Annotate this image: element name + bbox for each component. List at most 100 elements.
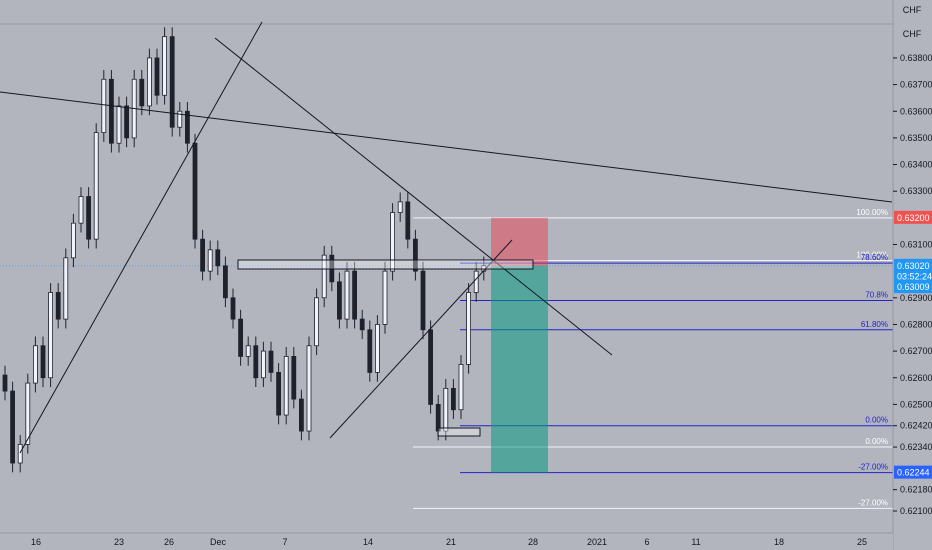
price-tag-label: 0.63200 xyxy=(897,213,930,223)
price-tag-bg xyxy=(894,465,932,479)
price-tag: 0.63020 xyxy=(894,258,932,272)
x-tick-label: 26 xyxy=(164,537,174,547)
candle-body xyxy=(63,257,69,320)
trendline-long-resistance[interactable] xyxy=(0,91,893,203)
candle-body xyxy=(2,374,8,392)
price-tag-label: 0.63009 xyxy=(897,282,930,292)
candle-body xyxy=(443,388,449,432)
candle-body xyxy=(314,297,320,347)
candle-body xyxy=(329,254,335,283)
y-tick-label: 0.62420 xyxy=(900,421,932,431)
candle-body xyxy=(40,345,46,379)
candle-body xyxy=(222,265,228,299)
candle-body xyxy=(352,270,358,320)
fib-level-label: 78.60% xyxy=(861,253,888,262)
candle-body xyxy=(184,110,190,144)
price-tag: 0.63200 xyxy=(894,210,932,224)
candle-body xyxy=(405,201,411,240)
price-tag-label: 0.63020 xyxy=(897,261,930,271)
y-tick-label: 0.62800 xyxy=(900,319,932,329)
trendlines[interactable] xyxy=(0,21,893,454)
candle-body xyxy=(268,350,274,373)
currency-label-secondary: CHF xyxy=(903,29,922,39)
price-tag-bg xyxy=(894,210,932,224)
price-tag-bg xyxy=(894,280,932,294)
x-tick-label: 18 xyxy=(774,537,784,547)
candle-body xyxy=(139,78,145,107)
candle-body xyxy=(260,350,266,379)
y-tick-label: 0.62180 xyxy=(900,485,932,495)
candle-body xyxy=(306,345,312,432)
trendline-rising-mid[interactable] xyxy=(329,239,513,439)
fib-level-label: -27.00% xyxy=(858,498,888,507)
candle-body xyxy=(154,57,160,96)
x-tick-label: 21 xyxy=(446,537,456,547)
candle-body xyxy=(390,212,396,272)
y-tick-label: 0.62100 xyxy=(900,506,932,516)
candle-body xyxy=(230,297,236,320)
fib-level-label: 0.00% xyxy=(865,437,888,446)
candle-body xyxy=(276,372,282,416)
candle-body xyxy=(93,132,99,240)
time-axis[interactable]: 16 23 26 Dec 7 14 21 28 2021 6 11 18 25 xyxy=(0,532,893,550)
candle-body xyxy=(33,345,38,384)
candle-body xyxy=(116,105,122,144)
candle-body xyxy=(344,270,350,320)
candle-body xyxy=(412,238,418,272)
price-tag: 0.62244 xyxy=(894,465,932,479)
candle-body xyxy=(146,57,152,107)
y-tick-label: 0.62500 xyxy=(900,399,932,409)
candle-body xyxy=(124,105,129,139)
candle-body xyxy=(336,281,342,320)
candle-body xyxy=(109,78,114,144)
candle-body xyxy=(238,318,244,357)
y-tick-label: 0.62600 xyxy=(900,373,932,383)
fib-level-label: 61.80% xyxy=(861,320,888,329)
currency-label: CHF xyxy=(903,5,922,15)
candle-body xyxy=(420,270,426,331)
candle-body xyxy=(473,270,479,293)
candle-body xyxy=(374,324,380,373)
candle-body xyxy=(48,292,53,379)
candle-body xyxy=(78,196,84,224)
candle-body xyxy=(382,270,388,325)
x-tick-label: 25 xyxy=(857,537,867,547)
y-tick-label: 0.62900 xyxy=(900,293,932,303)
x-tick-label: 11 xyxy=(691,537,700,547)
candle-body xyxy=(177,110,183,128)
x-tick-label: 6 xyxy=(644,537,649,547)
stop-loss-zone[interactable] xyxy=(491,217,548,266)
x-tick-label: 14 xyxy=(363,537,373,547)
candle-body xyxy=(367,329,373,373)
x-tick-label: 7 xyxy=(282,537,287,547)
short-position-tool[interactable] xyxy=(491,217,548,473)
fib-level-label: 100.00% xyxy=(856,208,888,217)
candles xyxy=(2,27,487,473)
candle-body xyxy=(291,356,297,400)
x-tick-label: Dec xyxy=(210,537,227,547)
price-tag-bg xyxy=(894,269,932,283)
candle-body xyxy=(71,222,76,259)
candle-body xyxy=(428,329,434,405)
candle-body xyxy=(253,345,259,379)
y-tick-label: 0.63500 xyxy=(900,133,932,143)
take-profit-zone[interactable] xyxy=(491,265,548,473)
y-tick-label: 0.63400 xyxy=(900,160,932,170)
trendline-rising-left[interactable] xyxy=(19,21,263,454)
candle-body xyxy=(162,36,168,96)
candle-body xyxy=(466,292,472,365)
candle-body xyxy=(200,238,206,272)
candle-body xyxy=(17,443,23,464)
price-tag-bg xyxy=(894,258,932,272)
trendline-falling[interactable] xyxy=(214,37,613,356)
fib-level-label: 100.00% xyxy=(856,250,888,259)
candle-body xyxy=(10,390,16,464)
fib-level-label: 70.8% xyxy=(865,290,888,299)
candle-body xyxy=(245,345,251,357)
candle-body xyxy=(55,292,61,320)
support-zone-box[interactable] xyxy=(437,427,481,437)
candle-body xyxy=(25,382,31,445)
resistance-zone-box[interactable] xyxy=(237,259,534,270)
